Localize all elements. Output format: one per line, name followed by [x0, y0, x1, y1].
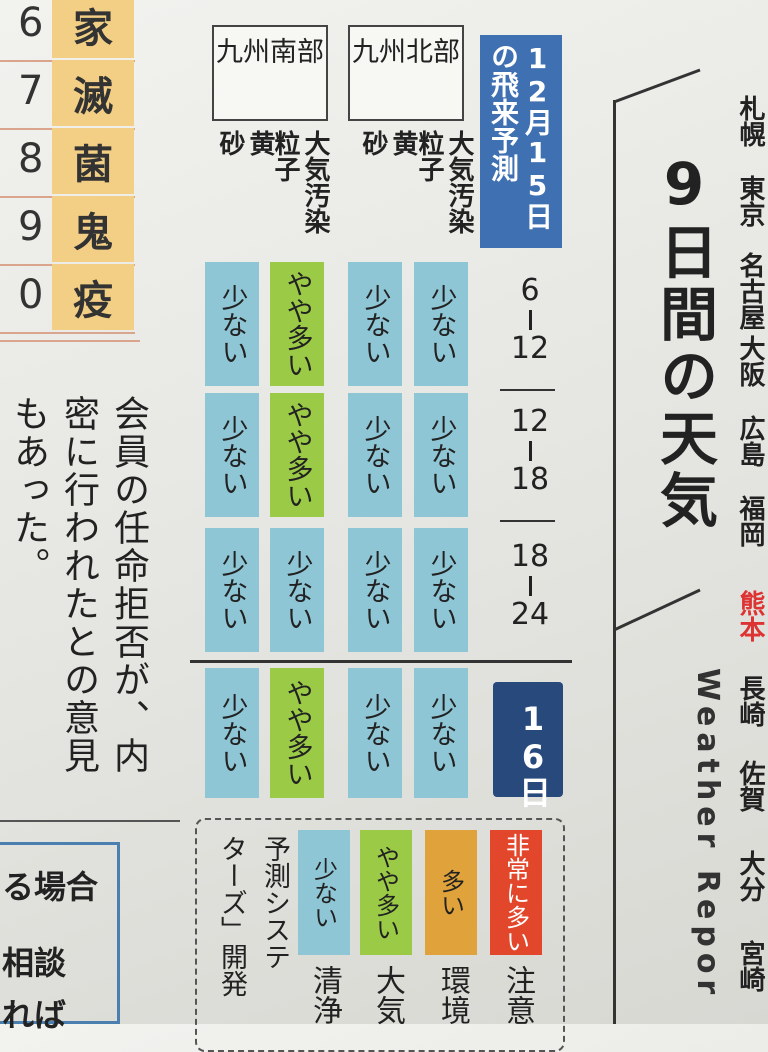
time-separator [528, 310, 532, 330]
city-name: 熊本 [735, 590, 765, 642]
time-to: 18 [510, 462, 550, 497]
title-box [480, 35, 562, 248]
weather-title: 9日間の天気 [650, 150, 718, 532]
article-rule [0, 820, 180, 822]
sidebar-number: 7 [18, 68, 44, 114]
city-name: 長崎 [735, 675, 765, 727]
forecast-cell: 少ない [205, 528, 259, 652]
forecast-cell: やや多い [270, 393, 324, 517]
forecast-cell: 少ない [205, 668, 259, 798]
time-range: 18 24 [498, 540, 562, 632]
region-name: 九州南部 [212, 25, 328, 121]
forecast-title: 12月15日の飛来予測 [487, 42, 554, 230]
sidebar-word: 鬼 [52, 196, 134, 262]
forecast-cell: 少ない [414, 528, 468, 652]
time-separator [528, 441, 532, 461]
sidebar-word: 家 [52, 0, 134, 58]
legend-level: 非常に多い [490, 830, 542, 955]
sidebar-word: 滅 [52, 60, 134, 126]
city-name: 福岡 [735, 495, 765, 547]
forecast-cell: 少ない [205, 262, 259, 386]
time-rule [500, 389, 555, 391]
box-line: 相談 [2, 944, 67, 982]
column-header: 黄砂 [358, 130, 418, 196]
next-day-box [493, 682, 563, 797]
time-to: 12 [510, 331, 550, 366]
forecast-cell: 少ない [414, 262, 468, 386]
time-range: 6 12 [498, 274, 562, 366]
column-header: 黄砂 [215, 130, 275, 196]
weather-subtitle: Weather Repor [690, 668, 725, 1001]
day-separator [190, 660, 572, 663]
info-box [0, 842, 120, 1024]
time-from: 6 [520, 273, 540, 308]
weather-frame [613, 68, 701, 632]
sidebar-word: 疫 [52, 264, 134, 330]
forecast-cell: 少ない [414, 668, 468, 798]
sidebar-word: 菌 [52, 128, 134, 194]
sidebar-number: 6 [18, 0, 44, 46]
legend-note: 清浄 [307, 965, 342, 1025]
legend-note: 注意 [500, 965, 535, 1025]
article-line: もあった。 [8, 395, 49, 585]
city-name: 佐賀 [735, 760, 765, 812]
time-to: 24 [510, 597, 550, 632]
legend-note: 環境 [435, 965, 470, 1025]
article-line: 密に行われたとの意見 [58, 395, 99, 775]
city-name: 大分 [735, 850, 765, 902]
city-name: 広島 [735, 415, 765, 467]
forecast-cell: 少ない [348, 262, 402, 386]
forecast-cell: 少ない [348, 393, 402, 517]
legend-level: やや多い [360, 830, 412, 955]
forecast-cell: やや多い [270, 668, 324, 798]
column-header: 大気汚染粒子 [414, 130, 474, 234]
forecast-cell: 少ない [270, 528, 324, 652]
sidebar-rule [0, 340, 140, 342]
article-line: 会員の任命拒否が、内 [108, 395, 149, 775]
time-from: 12 [510, 404, 550, 439]
city-name: 大阪 [735, 335, 765, 387]
box-line: れば [2, 996, 67, 1034]
legend-text: 予測システ [259, 835, 290, 970]
forecast-cell: 少ない [348, 528, 402, 652]
sidebar-number: 9 [18, 204, 44, 250]
next-day-label: 16日 [514, 700, 552, 808]
sidebar-number: 0 [18, 272, 44, 318]
legend-level: 多い [425, 830, 477, 955]
city-name: 宮崎 [735, 940, 765, 992]
forecast-cell: やや多い [270, 262, 324, 386]
forecast-cell: 少ない [414, 393, 468, 517]
time-separator [528, 576, 532, 596]
time-range: 12 18 [498, 405, 562, 497]
city-name: 東京 [735, 175, 765, 227]
legend-level: 少ない [298, 830, 350, 955]
forecast-cell: 少ない [348, 668, 402, 798]
time-from: 18 [510, 539, 550, 574]
time-rule [500, 520, 555, 522]
legend-note: 大気 [370, 965, 405, 1025]
legend-text: ターズ」開発 [216, 835, 247, 997]
weather-rule [613, 100, 616, 1024]
box-line: る場合 [2, 868, 99, 906]
forecast-cell: 少ない [205, 393, 259, 517]
sidebar-number: 8 [18, 136, 44, 182]
city-name: 名古屋 [735, 252, 765, 330]
city-name: 札幌 [735, 95, 765, 147]
column-header: 大気汚染粒子 [270, 130, 330, 234]
region-name: 九州北部 [348, 25, 464, 121]
